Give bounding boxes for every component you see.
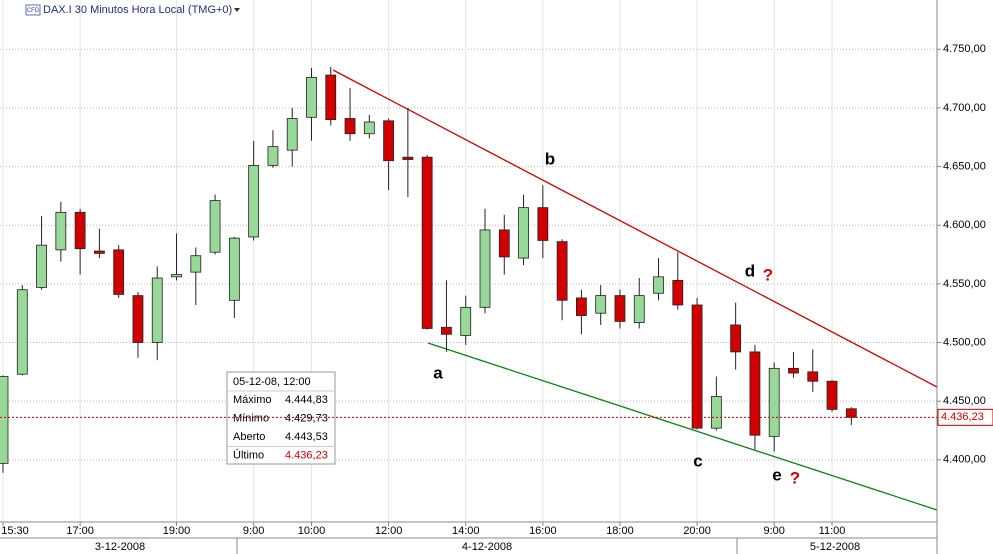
x-tick-label: 11:00 [819, 525, 846, 537]
candle-body [807, 371, 819, 382]
candle-body [74, 211, 86, 250]
support-line [427, 342, 938, 511]
y-tick-label: 4.750,00 [943, 43, 986, 55]
price-label-box [937, 408, 993, 426]
candle-body [16, 289, 28, 375]
candle-body [710, 396, 722, 429]
candle-body [421, 156, 433, 329]
annotation: b [545, 149, 555, 168]
candle-body [171, 274, 182, 278]
tooltip-key: Aberto [233, 431, 265, 443]
y-tick-label: 4.650,00 [943, 160, 986, 172]
candle-body [344, 118, 356, 135]
candle-body [36, 244, 47, 288]
candle-body [749, 351, 761, 436]
candle-body [633, 295, 645, 323]
candle-body [132, 295, 144, 343]
annotation: d [745, 261, 755, 280]
candle-body [556, 241, 568, 301]
candle-body [402, 156, 414, 160]
tooltip-key: Máximo [233, 394, 272, 406]
x-tick-label: 9:00 [763, 525, 784, 537]
candle-body [479, 229, 491, 308]
x-tick-label: 20:00 [683, 525, 711, 537]
y-tick-label: 4.500,00 [943, 336, 986, 348]
tooltip-value: 4.436,23 [285, 449, 328, 461]
x-tick-label: 15:30 [1, 525, 29, 537]
tooltip-box [226, 371, 336, 465]
y-tick-label: 4.700,00 [943, 102, 986, 114]
candle-body [518, 207, 529, 259]
candle-body [228, 237, 240, 301]
x-tick-label: 17:00 [66, 525, 94, 537]
candle-body [363, 121, 375, 135]
annotations: a b c d ? e? [433, 149, 800, 487]
candle-body [826, 380, 838, 410]
tooltip-key: Mínimo [233, 412, 269, 424]
candle-body [595, 295, 607, 314]
date-label: 5-12-2008 [810, 541, 860, 553]
x-tick-label: 14:00 [452, 525, 480, 537]
candle-body [267, 146, 279, 166]
date-label: 4-12-2008 [462, 541, 512, 553]
y-tick-label: 4.550,00 [943, 278, 986, 290]
candle-body [691, 304, 703, 429]
candle-body [768, 367, 780, 437]
candle-body [730, 324, 742, 353]
dropdown-arrow[interactable] [234, 8, 240, 12]
x-tick-label: 16:00 [529, 525, 557, 537]
resistance-line [332, 69, 938, 388]
candle-body [306, 77, 317, 118]
price-label: 4.436,23 [941, 411, 984, 423]
candle-body [498, 229, 510, 258]
candle-body [0, 376, 9, 464]
x-tick-label: 10:00 [298, 525, 326, 537]
candle-body [151, 277, 163, 343]
tooltip-value: 4.429,73 [285, 412, 328, 424]
candle-body [113, 249, 125, 295]
tooltip-value: 4.443,53 [285, 431, 328, 443]
candle-body [94, 250, 105, 254]
candle-body [248, 164, 260, 238]
tooltip-title: 05-12-08, 12:00 [233, 376, 311, 388]
candle-body [576, 297, 587, 316]
annotation: a [433, 363, 443, 382]
y-axis-panel [937, 0, 993, 554]
tooltip: 05-12-08, 12:00 Máximo 4.444,83 Mínimo 4.42… [226, 371, 336, 465]
candle-body [209, 200, 221, 253]
candle-body [537, 207, 549, 241]
y-tick-label: 4.450,00 [943, 395, 986, 407]
candles [0, 66, 857, 473]
x-tick-label: 9:00 [243, 525, 264, 537]
x-tick-label: 12:00 [375, 525, 403, 537]
annotation: ? [763, 265, 773, 284]
chart-title: DAX.I 30 Minutos Hora Local (TMG+0) [43, 4, 232, 16]
annotation: ? [790, 468, 800, 487]
x-tick-label: 18:00 [606, 525, 634, 537]
candle-body [614, 295, 626, 322]
candle-body [325, 74, 337, 121]
candle-body [653, 276, 664, 294]
candle-body [190, 255, 202, 273]
x-tick-label: 19:00 [163, 525, 191, 537]
badge: CFD [27, 8, 40, 14]
y-tick-label: 4.600,00 [943, 219, 986, 231]
candle-body [460, 306, 472, 336]
badge-box [25, 4, 41, 16]
candle-body [383, 120, 395, 162]
y-tick-label: 4.400,00 [943, 454, 986, 466]
candle-body [672, 279, 684, 306]
annotation: e [772, 465, 781, 484]
annotation: c [693, 451, 702, 470]
candle-body [845, 408, 857, 418]
date-label: 3-12-2008 [95, 541, 145, 553]
candle-body [788, 367, 799, 374]
tooltip-key: Último [233, 448, 264, 461]
candle-body [55, 211, 67, 251]
tooltip-value: 4.444,83 [285, 394, 328, 406]
candle-body [286, 118, 298, 151]
candle-body [441, 326, 452, 335]
